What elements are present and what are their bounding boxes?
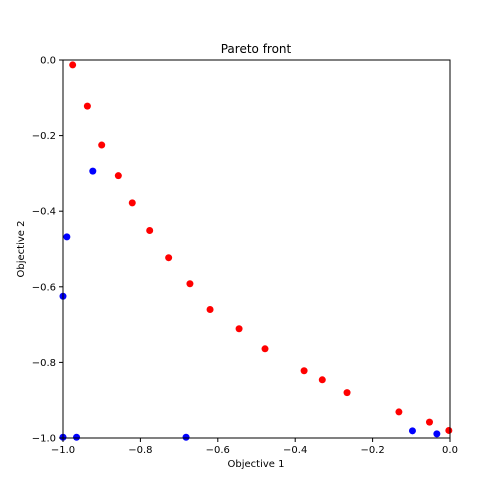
data-point-series-0-0 [69, 61, 77, 69]
data-point-series-1-0 [89, 167, 97, 175]
data-point-series-0-16 [445, 426, 453, 434]
x-tick-label: −0.4 [283, 445, 307, 456]
chart-title: Pareto front [221, 42, 292, 56]
data-point-series-0-6 [165, 254, 173, 262]
data-point-series-1-4 [73, 433, 81, 441]
y-tick-label: −0.8 [32, 358, 56, 369]
data-point-series-0-7 [186, 280, 194, 288]
data-point-series-0-3 [114, 172, 122, 180]
data-point-series-0-14 [395, 408, 403, 416]
data-point-series-0-8 [206, 305, 214, 313]
data-point-series-0-13 [343, 389, 351, 397]
data-point-series-0-9 [235, 325, 243, 333]
y-tick-label: −0.2 [32, 131, 56, 142]
data-point-series-0-2 [98, 141, 106, 149]
data-point-series-1-7 [433, 430, 441, 438]
data-point-series-0-15 [425, 418, 433, 426]
x-tick-label: 0.0 [442, 445, 458, 456]
axes-frame [62, 59, 451, 439]
x-tick-label: −0.2 [360, 445, 384, 456]
x-axis: −1.0 −0.8 −0.6 −0.4 −0.2 0.0 [51, 438, 458, 456]
x-tick-label: −0.6 [206, 445, 230, 456]
y-axis: −1.0 −0.8 −0.6 −0.4 −0.2 0.0 [32, 56, 63, 445]
data-point-series-1-6 [408, 427, 416, 435]
y-tick-label: −0.6 [32, 282, 56, 293]
data-point-series-0-4 [128, 199, 136, 207]
y-tick-label: −0.4 [32, 207, 56, 218]
y-tick-label: −1.0 [32, 434, 56, 445]
data-point-series-1-1 [63, 233, 71, 241]
y-axis-label: Objective 2 [16, 221, 27, 278]
data-point-series-0-1 [83, 102, 91, 110]
data-point-series-0-12 [318, 376, 326, 384]
data-point-series-0-5 [146, 226, 154, 234]
x-tick-label: −1.0 [51, 445, 75, 456]
data-point-series-0-11 [300, 367, 308, 375]
data-point-series-0-10 [261, 345, 269, 353]
x-tick-label: −0.8 [128, 445, 152, 456]
x-axis-label: Objective 1 [228, 459, 285, 470]
plot-area [59, 61, 453, 441]
y-tick-label: 0.0 [40, 56, 56, 67]
data-point-series-1-5 [182, 433, 190, 441]
